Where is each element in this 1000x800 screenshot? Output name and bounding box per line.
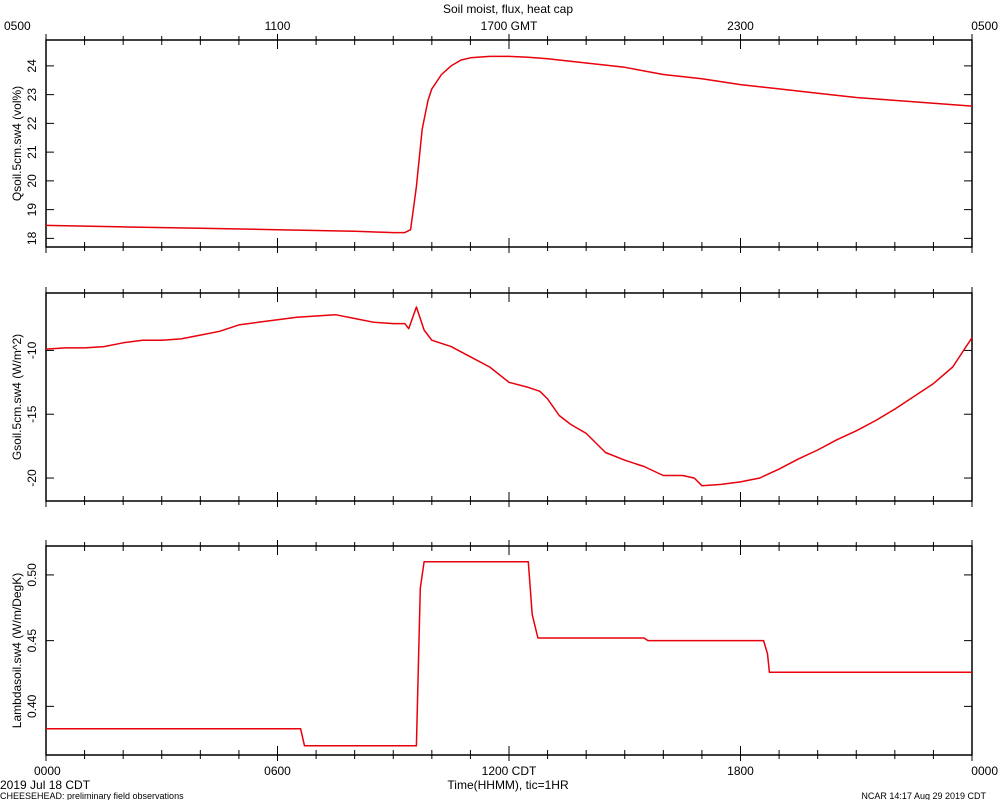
y-axis-label: Gsoil.5cm.sw4 (W/m^2)	[10, 334, 24, 460]
y-tick-label: 22	[25, 116, 39, 130]
bottom-tick-label: 0000	[971, 764, 998, 778]
y-axis-label: Lambdasoil.sw4 (W/m/DegK)	[10, 573, 24, 728]
footer-right: NCAR 14:17 Aug 29 2019 CDT	[861, 791, 986, 800]
y-tick-label: 0.40	[25, 694, 39, 718]
y-tick-label: -15	[25, 405, 39, 423]
date-label: 2019 Jul 18 CDT	[0, 778, 91, 792]
y-tick-label: 24	[25, 59, 39, 73]
y-tick-label: 21	[25, 145, 39, 159]
top-tick-label: 1100	[265, 19, 291, 33]
bottom-axis-ticks: 0000 0600 1200 CDT 1800 0000	[34, 764, 998, 778]
y-tick-label: 20	[25, 174, 39, 188]
x-axis-label: Time(HHMM), tic=1HR	[447, 778, 569, 792]
series-line	[46, 561, 972, 747]
y-axis-label: Qsoil.5cm.sw4 (vol%)	[10, 86, 24, 201]
y-tick-label: 18	[25, 231, 39, 245]
top-tick-label: 0500	[4, 19, 31, 33]
plot-frame	[45, 292, 973, 502]
chart-title: Soil moist, flux, heat cap	[443, 2, 573, 16]
series-line	[45, 306, 973, 487]
bottom-tick-label: 0000	[34, 764, 61, 778]
top-tick-label: 2300	[727, 19, 754, 33]
y-tick-label: -20	[25, 469, 39, 487]
bottom-tick-label: 1800	[727, 764, 754, 778]
y-tick-label: 0.50	[25, 563, 39, 587]
y-tick-label: -10	[25, 341, 39, 359]
y-tick-label: 0.45	[25, 629, 39, 653]
footer-left: CHEESEHEAD: preliminary field observatio…	[0, 791, 184, 800]
bottom-tick-label: 0600	[264, 764, 291, 778]
y-tick-label: 19	[25, 203, 39, 217]
top-axis-ticks: 0500 1100 1700 GMT 2300 0500	[4, 19, 998, 33]
y-tick-label: 23	[25, 88, 39, 102]
plot-frame	[45, 545, 973, 756]
plot-frame	[45, 39, 973, 248]
bottom-tick-label: 1200 CDT	[482, 764, 537, 778]
top-tick-label: 0500	[971, 19, 998, 33]
top-tick-label: 1700 GMT	[481, 19, 538, 33]
series-line	[45, 55, 973, 234]
